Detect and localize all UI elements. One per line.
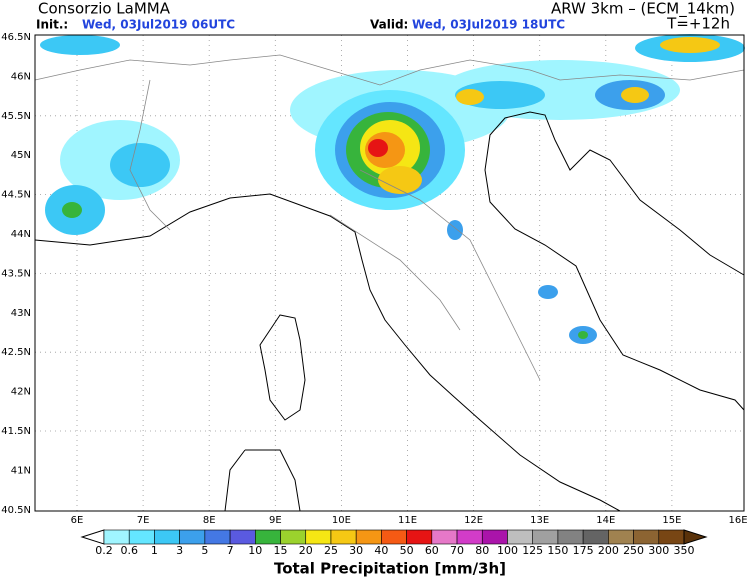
colorbar: 0.2 0.6 1 3 5 7 10 15 20 25 30 40 50 60 70 80 100 125 150 1… [80, 529, 708, 557]
colorbar-box [305, 529, 332, 545]
lat-label: 43N [11, 308, 31, 319]
colorbar-box [557, 529, 584, 545]
colorbar-label: 50 [400, 544, 414, 557]
colorbar-box [128, 529, 155, 545]
lat-label: 41N [11, 465, 31, 476]
colorbar-label: 70 [450, 544, 464, 557]
map-frame [34, 34, 745, 512]
colorbar-box [633, 529, 660, 545]
colorbar-label: 80 [475, 544, 489, 557]
lon-label: 7E [137, 515, 150, 526]
colorbar-box [204, 529, 231, 545]
colorbar-label: 300 [648, 544, 669, 557]
init-value: Wed, 03Jul2019 06UTC [82, 18, 235, 32]
title-right: ARW 3km – (ECM_14km) [551, 0, 735, 19]
init-label: Init.: [36, 18, 68, 32]
lon-label: 8E [203, 515, 216, 526]
lon-label: 9E [269, 515, 282, 526]
colorbar-label: 100 [497, 544, 518, 557]
lon-label: 12E [464, 515, 483, 526]
lat-label: 44N [11, 229, 31, 240]
graticule [35, 35, 744, 511]
colorbar-label: 150 [547, 544, 568, 557]
colorbar-arrow-high [683, 529, 708, 545]
lat-label: 44.5N [1, 190, 31, 201]
colorbar-label: 40 [374, 544, 388, 557]
colorbar-label: 3 [176, 544, 183, 557]
colorbar-box [154, 529, 180, 545]
colorbar-label: 0.2 [95, 544, 113, 557]
colorbar-box [608, 529, 634, 545]
valid-label: Valid: [370, 18, 408, 32]
colorbar-label: 25 [324, 544, 338, 557]
colorbar-label: 10 [248, 544, 262, 557]
title-left: Consorzio LaMMA [38, 0, 171, 18]
colorbar-arrow-low [80, 529, 105, 545]
lat-label: 40.5N [1, 505, 31, 516]
lat-label: 42N [11, 387, 31, 398]
lat-label: 46N [11, 71, 31, 82]
colorbar-box [255, 529, 281, 545]
colorbar-box [406, 529, 433, 545]
lat-label: 45N [11, 150, 31, 161]
colorbar-label: 30 [349, 544, 363, 557]
lat-label: 42.5N [1, 347, 31, 358]
colorbar-box [179, 529, 206, 545]
colorbar-label: 5 [201, 544, 208, 557]
lon-label: 11E [398, 515, 417, 526]
colorbar-label: 0.6 [120, 544, 138, 557]
colorbar-label: 15 [274, 544, 288, 557]
colorbar-label: 1 [151, 544, 158, 557]
colorbar-box [456, 529, 483, 545]
lat-label: 43.5N [1, 268, 31, 279]
lon-label: 13E [530, 515, 549, 526]
lat-label: 45.5N [1, 111, 31, 122]
colorbar-title: Total Precipitation [mm/3h] [274, 560, 506, 578]
colorbar-label: 20 [299, 544, 313, 557]
colorbar-label: 250 [623, 544, 644, 557]
colorbar-box [280, 529, 307, 545]
colorbar-label: 200 [598, 544, 619, 557]
valid-value: Wed, 03Jul2019 18UTC [412, 18, 565, 32]
colorbar-box [658, 529, 685, 545]
colorbar-box [355, 529, 382, 545]
colorbar-box [532, 529, 559, 545]
colorbar-label: 7 [227, 544, 234, 557]
colorbar-box [582, 529, 609, 545]
colorbar-label: 350 [674, 544, 695, 557]
lon-label: 14E [596, 515, 615, 526]
colorbar-label: 60 [425, 544, 439, 557]
lon-label: 6E [71, 515, 84, 526]
colorbar-box [481, 529, 508, 545]
lon-label: 16E [728, 515, 747, 526]
colorbar-label: 175 [573, 544, 594, 557]
colorbar-box [229, 529, 256, 545]
lon-label: 10E [332, 515, 351, 526]
colorbar-box [431, 529, 458, 545]
colorbar-label: 125 [522, 544, 543, 557]
lat-label: 46.5N [1, 32, 31, 43]
colorbar-box [381, 529, 407, 545]
lead-time: T=+12h [666, 15, 730, 33]
axis-labels: 46.5N 46N 45.5N 45N 44.5N 44N 43.5N 43N 42.5N 42N… [1, 32, 747, 526]
lat-label: 41.5N [1, 426, 31, 437]
colorbar-box [103, 529, 130, 545]
colorbar-box [507, 529, 533, 545]
map [34, 34, 745, 512]
colorbar-box [330, 529, 357, 545]
precipitation [40, 34, 745, 344]
lon-label: 15E [662, 515, 681, 526]
